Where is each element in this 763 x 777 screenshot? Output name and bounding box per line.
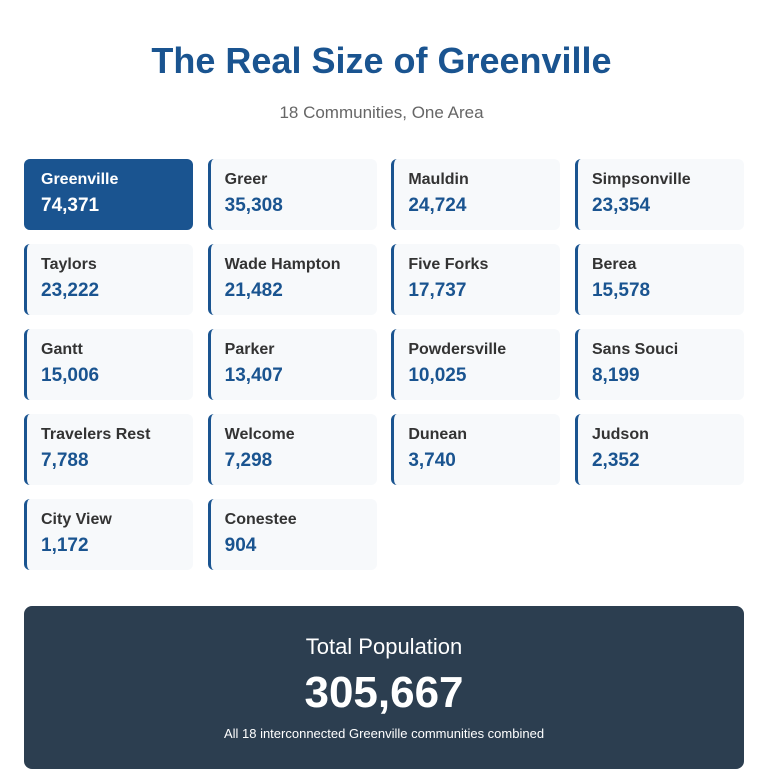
community-population: 904 (224, 535, 257, 556)
community-name: Wade Hampton (224, 256, 341, 273)
community-card: Wade Hampton 21,482 (207, 244, 377, 315)
community-population: 7,298 (224, 450, 273, 471)
community-card: Greer 35,308 (207, 159, 377, 230)
community-name: Sans Souci (591, 341, 679, 358)
community-population: 13,407 (224, 365, 283, 386)
community-card: Berea 15,578 (574, 244, 744, 315)
total-population-panel: Total Population 305,667 All 18 intercon… (24, 606, 744, 769)
community-name: Parker (224, 341, 275, 358)
total-value: 305,667 (304, 668, 464, 717)
community-grid: Greenville 74,371 Greer 35,308 Mauldin 24,724… (24, 159, 744, 570)
community-name: Mauldin (408, 171, 469, 188)
community-card: City View 1,172 (24, 499, 193, 570)
community-population: 1,172 (41, 535, 89, 556)
community-population: 23,354 (591, 195, 651, 216)
community-card: Travelers Rest 7,788 (24, 414, 193, 485)
community-card: Conestee 904 (207, 499, 377, 570)
community-name: Gantt (41, 341, 83, 358)
community-name: Simpsonville (591, 171, 691, 188)
community-population: 24,724 (408, 195, 467, 216)
page-title: The Real Size of Greenville (151, 40, 612, 81)
community-name: Welcome (224, 426, 295, 443)
community-card: Taylors 23,222 (24, 244, 193, 315)
community-population: 23,222 (41, 280, 100, 301)
community-name: Greenville (41, 171, 119, 188)
community-name: Greer (224, 171, 268, 188)
community-population: 2,352 (591, 450, 640, 471)
community-population: 21,482 (224, 280, 283, 301)
community-population: 15,578 (591, 280, 651, 301)
community-name: Travelers Rest (41, 426, 151, 443)
community-name: Five Forks (408, 256, 489, 273)
community-card: Sans Souci 8,199 (574, 329, 744, 400)
community-population: 8,199 (591, 365, 640, 386)
community-population: 10,025 (408, 365, 467, 386)
community-population: 35,308 (224, 195, 283, 216)
community-card: Simpsonville 23,354 (574, 159, 744, 230)
community-name: Berea (591, 256, 637, 273)
total-note: All 18 interconnected Greenville communi… (223, 726, 545, 741)
community-name: Powdersville (408, 341, 507, 358)
community-card: Powdersville 10,025 (391, 329, 561, 400)
community-population: 15,006 (41, 365, 100, 386)
community-population: 3,740 (408, 450, 456, 471)
community-card: Welcome 7,298 (207, 414, 377, 485)
total-label: Total Population (305, 634, 463, 659)
community-population: 17,737 (408, 280, 467, 301)
community-card: Gantt 15,006 (24, 329, 193, 400)
community-population: 74,371 (41, 195, 100, 216)
community-population: 7,788 (41, 450, 89, 471)
page-subtitle: 18 Communities, One Area (279, 103, 484, 122)
community-card: Greenville 74,371 (24, 159, 193, 230)
community-card: Parker 13,407 (207, 329, 377, 400)
community-name: Judson (591, 426, 649, 443)
community-name: Taylors (41, 256, 97, 273)
community-card: Five Forks 17,737 (391, 244, 561, 315)
community-name: Dunean (408, 426, 467, 443)
community-card: Judson 2,352 (574, 414, 744, 485)
community-card: Mauldin 24,724 (391, 159, 561, 230)
community-name: City View (41, 511, 112, 528)
community-card: Dunean 3,740 (391, 414, 561, 485)
community-name: Conestee (224, 511, 297, 528)
